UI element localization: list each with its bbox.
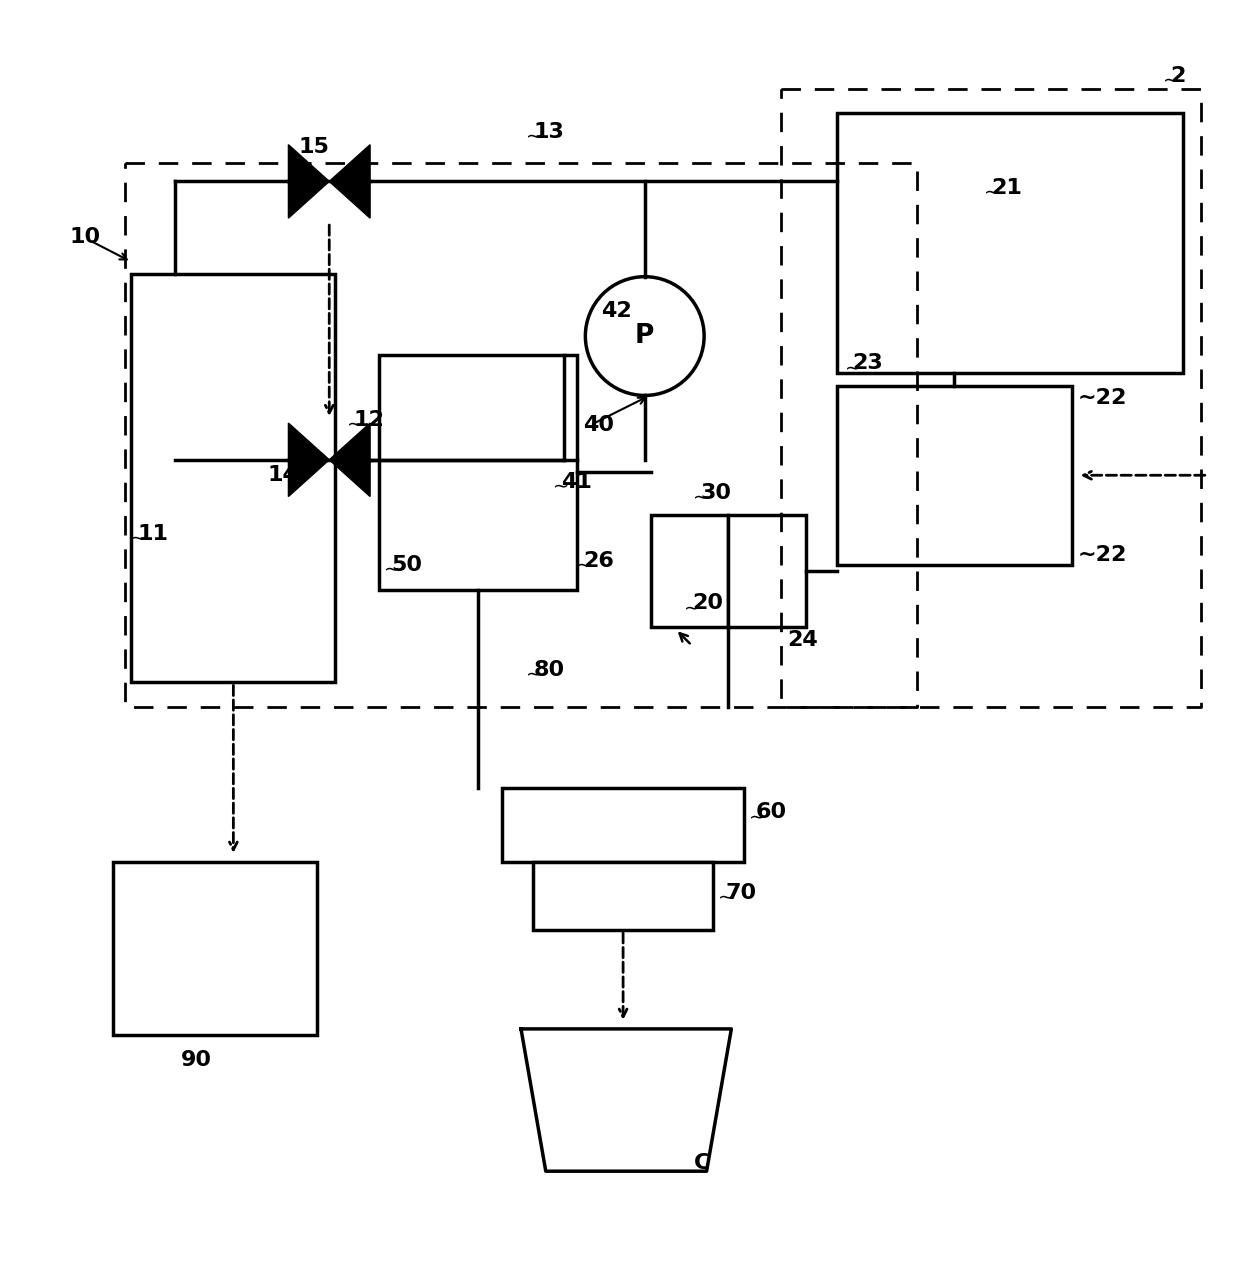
Text: ∼: ∼ bbox=[718, 889, 734, 908]
Polygon shape bbox=[330, 144, 370, 218]
Text: 50: 50 bbox=[391, 555, 422, 575]
Text: 14: 14 bbox=[268, 465, 299, 485]
Text: 80: 80 bbox=[533, 660, 564, 680]
Text: ∼: ∼ bbox=[383, 561, 401, 580]
Polygon shape bbox=[289, 423, 330, 496]
Text: 23: 23 bbox=[853, 353, 883, 373]
Text: 20: 20 bbox=[692, 594, 723, 613]
Text: ∼: ∼ bbox=[693, 489, 709, 508]
Text: 15: 15 bbox=[299, 137, 329, 157]
Bar bbox=[837, 386, 1071, 565]
Text: 2: 2 bbox=[1171, 66, 1185, 86]
Text: ∼: ∼ bbox=[130, 529, 146, 548]
Text: 30: 30 bbox=[701, 484, 732, 503]
Bar bbox=[651, 515, 728, 627]
Text: ∼: ∼ bbox=[526, 666, 542, 685]
Text: ∼: ∼ bbox=[553, 477, 569, 496]
Text: C: C bbox=[694, 1152, 711, 1172]
Text: P: P bbox=[635, 323, 655, 349]
Text: ∼22: ∼22 bbox=[1078, 546, 1127, 565]
Text: ∼: ∼ bbox=[526, 128, 542, 147]
Text: ∼: ∼ bbox=[749, 808, 765, 827]
Bar bbox=[113, 862, 317, 1036]
Text: 90: 90 bbox=[181, 1050, 212, 1070]
Text: ∼: ∼ bbox=[846, 358, 862, 377]
Polygon shape bbox=[330, 423, 370, 496]
Text: ∼22: ∼22 bbox=[1078, 387, 1127, 408]
Text: 10: 10 bbox=[69, 227, 100, 247]
Text: ∼: ∼ bbox=[684, 599, 701, 618]
Bar bbox=[131, 275, 336, 682]
Text: ∼: ∼ bbox=[983, 184, 1001, 203]
Text: 11: 11 bbox=[138, 524, 169, 544]
Text: 41: 41 bbox=[560, 472, 591, 492]
Text: 40: 40 bbox=[583, 415, 614, 436]
Polygon shape bbox=[289, 144, 330, 218]
Bar bbox=[378, 354, 577, 590]
Text: ∼: ∼ bbox=[346, 415, 363, 434]
Text: 21: 21 bbox=[991, 177, 1022, 197]
Text: 26: 26 bbox=[583, 551, 614, 571]
Bar bbox=[502, 787, 744, 862]
Text: ∼: ∼ bbox=[1163, 72, 1179, 91]
Bar bbox=[837, 114, 1183, 373]
Text: 70: 70 bbox=[725, 882, 756, 903]
Text: 12: 12 bbox=[353, 410, 384, 430]
Text: 24: 24 bbox=[787, 630, 817, 651]
Text: 60: 60 bbox=[756, 803, 787, 823]
Text: 42: 42 bbox=[601, 301, 632, 322]
Bar bbox=[728, 515, 806, 627]
Bar bbox=[533, 862, 713, 931]
Text: ∼: ∼ bbox=[575, 557, 591, 576]
Text: 13: 13 bbox=[533, 122, 564, 142]
